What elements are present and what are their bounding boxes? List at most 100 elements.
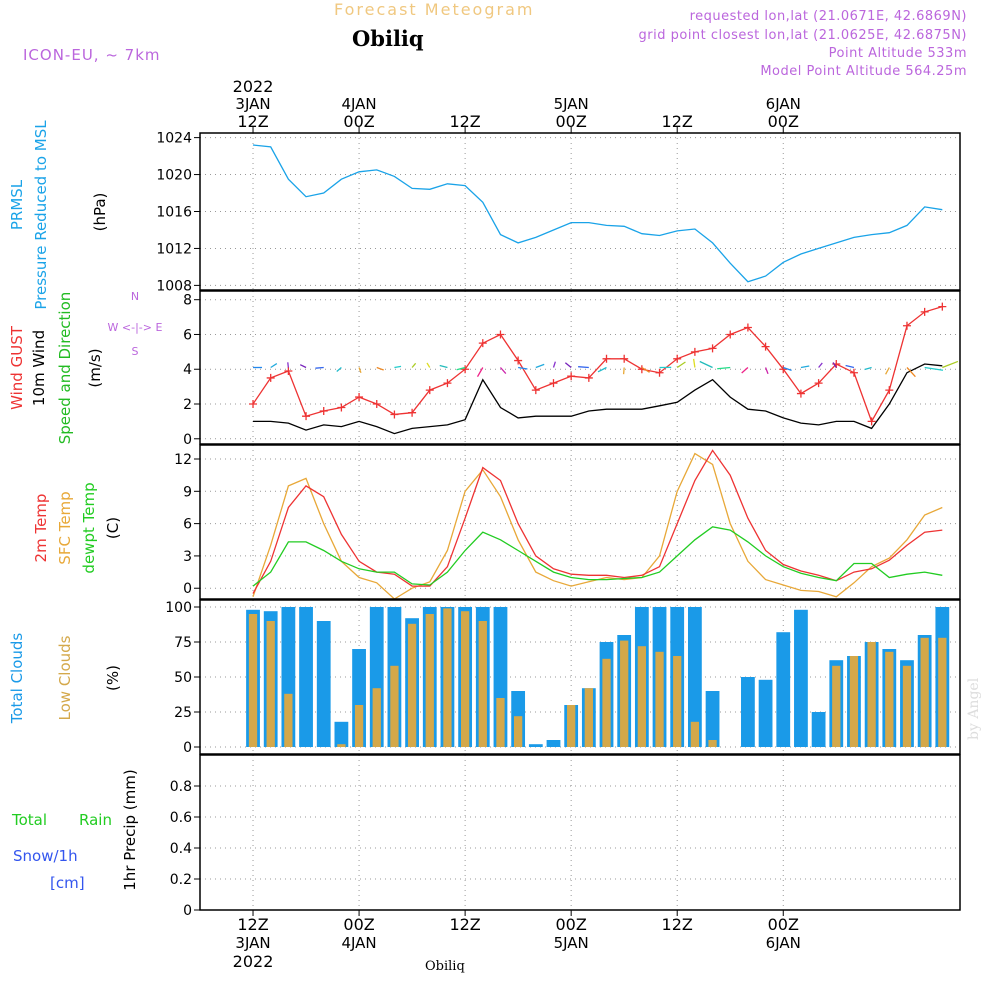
low-cloud-bar	[602, 658, 611, 747]
top-axis-hour: 12Z	[449, 112, 480, 131]
low-cloud-bar	[248, 614, 258, 747]
total-cloud-bar	[299, 607, 313, 747]
sfc-temp-label: SFC Temp	[56, 491, 74, 564]
wind-arrow	[699, 360, 713, 369]
y-tick-label: 25	[174, 705, 192, 721]
low-cloud-bar	[655, 651, 664, 747]
pressure-unit-label: (hPa)	[91, 193, 109, 232]
dewpt-label: dewpt Temp	[80, 482, 98, 573]
wind-unit-label: (m/s)	[86, 348, 104, 387]
wind-arrow	[535, 363, 545, 369]
compass-we: W <-|-> E	[108, 321, 163, 334]
wind-arrow	[845, 364, 855, 369]
wind-arrow	[287, 362, 290, 368]
panel-frame	[199, 290, 961, 445]
low-cloud-bar	[407, 623, 417, 747]
gust-marker	[372, 400, 381, 409]
y-tick-label: 6	[183, 327, 192, 343]
gust-marker	[779, 365, 788, 374]
gust-marker	[319, 406, 328, 415]
cloud-unit-label: (%)	[104, 665, 122, 691]
wind-arrow	[597, 366, 607, 373]
low-cloud-bar	[938, 637, 947, 747]
wind-arrow	[924, 366, 944, 371]
y-tick-label: 0.6	[170, 810, 192, 826]
y-tick-label: 4	[183, 362, 192, 378]
top-axis-year: 2022	[233, 77, 274, 96]
y-tick-label: 0	[183, 432, 192, 448]
gust-marker	[761, 342, 770, 351]
gust-marker	[266, 373, 275, 382]
wind-arrow	[818, 362, 823, 368]
low-cloud-bar	[637, 646, 646, 747]
total-cloud-bar	[811, 712, 826, 747]
wind-arrow	[376, 366, 384, 371]
panel-frame	[199, 132, 961, 291]
low-cloud-bar	[496, 698, 505, 747]
precip-rain-label: Rain	[79, 811, 112, 829]
low-cloud-bar	[690, 721, 700, 747]
prmsl-label: PRMSL	[8, 179, 26, 230]
low-cloud-bar	[514, 716, 523, 747]
wind-arrow	[783, 366, 792, 371]
y-tick-label: 1016	[156, 205, 192, 221]
low-cloud-bar	[673, 656, 682, 747]
wind-arrow	[270, 363, 278, 369]
footer-station: Obiliq	[425, 959, 465, 974]
y-tick-label: 12	[174, 452, 192, 468]
wind-arrow	[741, 367, 749, 374]
bottom-axis-hour: 12Z	[662, 915, 693, 934]
wind-arrow	[864, 366, 872, 371]
gust-marker	[673, 354, 682, 363]
wind-speed-dir-label: Speed and Direction	[56, 292, 74, 445]
bottom-axis-hour: 00Z	[343, 915, 374, 934]
total-cloud-bar	[528, 744, 543, 747]
gust-marker	[655, 368, 664, 377]
wind-arrow	[315, 366, 324, 369]
top-axis-hour: 12Z	[662, 112, 693, 131]
bottom-axis-hour: 00Z	[768, 915, 799, 934]
wind-arrow	[499, 367, 507, 374]
bottom-axis-hour: 12Z	[449, 915, 480, 934]
credit-watermark: by Angel	[966, 677, 982, 740]
precip-total-label: Total	[11, 811, 47, 829]
gust-line	[252, 305, 943, 423]
gust-marker	[355, 393, 364, 402]
gust-marker	[496, 330, 505, 339]
gust-marker	[567, 372, 576, 381]
top-axis-hour: 00Z	[768, 112, 799, 131]
total-cloud-bar	[741, 677, 755, 747]
y-tick-label: 1020	[156, 168, 192, 184]
total-cloud-bar	[705, 691, 720, 747]
chart-subtitle: Forecast Meteogram	[334, 0, 535, 19]
low-cloud-bar	[708, 740, 717, 747]
gust-marker	[938, 302, 947, 311]
gust-marker	[302, 412, 311, 421]
compass-n: N	[131, 290, 139, 303]
bottom-axis-day: 3JAN	[235, 934, 270, 952]
wind-arrow	[456, 366, 466, 371]
panel-frame	[199, 599, 961, 755]
requested-coords: requested lon,lat (21.0671E, 42.6869N)	[689, 9, 967, 24]
low-cloud-bar	[584, 688, 593, 747]
wind-10m-label: 10m Wind	[30, 330, 48, 406]
total-cloud-bar	[776, 632, 791, 747]
gust-marker	[902, 321, 911, 330]
low-cloud-bar	[478, 621, 487, 747]
bottom-axis-hour: 00Z	[555, 915, 586, 934]
y-tick-label: 100	[165, 600, 192, 616]
panel-frame	[199, 754, 961, 911]
t2m-label: 2m Temp	[32, 494, 50, 563]
y-tick-label: 3	[183, 549, 192, 565]
model-altitude: Model Point Altitude 564.25m	[760, 64, 967, 79]
wind-gust-label: Wind GUST	[8, 325, 26, 410]
low-cloud-bar	[920, 637, 929, 747]
wind-arrow	[641, 366, 650, 373]
low-cloud-bar	[902, 665, 912, 747]
wind-arrow	[518, 366, 528, 370]
gust-marker	[708, 344, 717, 353]
wind-arrow	[692, 358, 696, 368]
gust-marker	[620, 354, 629, 363]
gust-marker	[690, 347, 699, 356]
y-tick-label: 0	[183, 903, 192, 919]
